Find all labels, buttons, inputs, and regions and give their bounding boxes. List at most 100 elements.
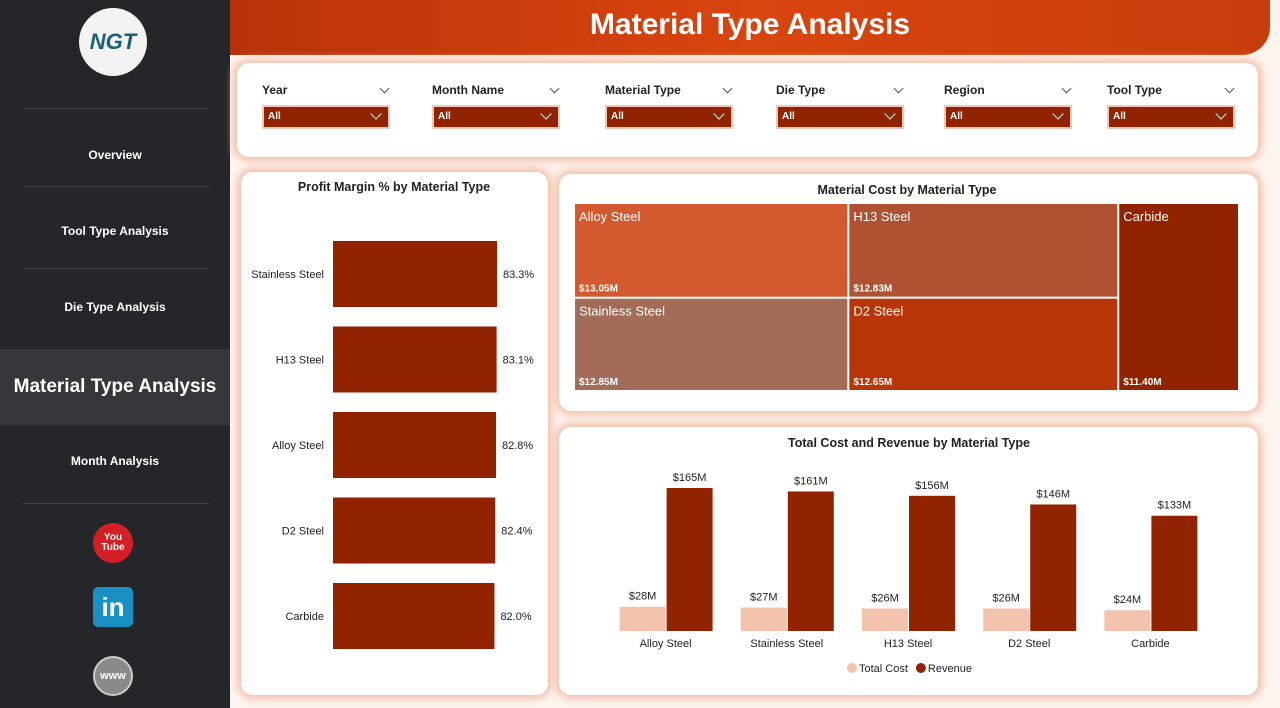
data-label: $133M [1158, 500, 1192, 512]
filter-dropdown[interactable]: All [605, 105, 733, 129]
bar [862, 608, 908, 631]
data-label: 83.3% [503, 269, 534, 281]
bar [1151, 515, 1198, 631]
filter-label: Die Type [776, 83, 826, 97]
bar [333, 583, 495, 649]
nav-item-active[interactable]: Material Type Analysis [0, 349, 230, 425]
treemap-tile [849, 204, 1118, 297]
tile-label: D2 Steel [853, 304, 903, 319]
tile-label: H13 Steel [853, 209, 910, 224]
legend-marker [915, 663, 926, 673]
filter[interactable]: Material Type All [605, 83, 733, 129]
filter-label: Material Type [605, 83, 681, 97]
legend-label: Revenue [928, 663, 972, 675]
filter-label: Region [944, 83, 985, 97]
filter-label: Month Name [432, 83, 504, 97]
data-label: $156M [915, 480, 949, 492]
filter[interactable]: Region All [944, 83, 1072, 129]
data-label: $12.85M [579, 377, 618, 388]
x-tick-label: Alloy Steel [640, 638, 692, 650]
legend-label: Total Cost [859, 663, 908, 675]
nav-item[interactable]: Tool Type Analysis [61, 224, 169, 238]
bar [333, 326, 497, 393]
bar [983, 608, 1030, 631]
y-tick-label: Alloy Steel [272, 440, 324, 452]
header: Material Type Analysis [230, 0, 1270, 55]
filter[interactable]: Month Name All [432, 83, 560, 129]
data-label: $12.65M [853, 377, 892, 388]
bar [619, 606, 666, 631]
separator [22, 186, 210, 187]
data-label: $165M [673, 472, 707, 484]
filter-dropdown[interactable]: All [776, 105, 904, 129]
y-tick-label: Carbide [285, 611, 324, 623]
x-tick-label: Carbide [1131, 638, 1170, 650]
y-tick-label: H13 Steel [276, 355, 324, 367]
filter-value: All [950, 111, 963, 122]
treemap-tile [575, 298, 848, 390]
y-tick-label: Stainless Steel [251, 269, 324, 281]
filter-value: All [1113, 111, 1126, 122]
chart-title: Total Cost and Revenue by Material Type [788, 436, 1030, 450]
bar [1030, 504, 1077, 631]
legend-marker [847, 663, 857, 673]
treemap-tile [575, 204, 848, 297]
sidebar: NGT Overview Tool Type Analysis Die Type… [0, 0, 230, 708]
logo: NGT [79, 8, 147, 76]
web-icon[interactable]: www [93, 656, 133, 696]
filter-dropdown[interactable]: All [1107, 105, 1235, 129]
filter-label: Tool Type [1107, 83, 1162, 97]
data-label: 82.8% [502, 440, 533, 452]
tile-label: Alloy Steel [579, 209, 641, 224]
filter-value: All [782, 111, 795, 122]
data-label: $11.40M [1123, 377, 1161, 388]
separator [22, 268, 210, 269]
filter-value: All [268, 111, 281, 122]
filter[interactable]: Year All [262, 83, 390, 129]
filter[interactable]: Tool Type All [1107, 83, 1235, 129]
chart-title: Profit Margin % by Material Type [298, 180, 490, 194]
bar [1104, 610, 1151, 631]
filter-dropdown[interactable]: All [432, 105, 560, 129]
chart-title: Material Cost by Material Type [818, 183, 997, 197]
icon-text: www [100, 670, 126, 682]
bar [787, 491, 834, 631]
y-tick-label: D2 Steel [282, 526, 324, 538]
data-label: $24M [1114, 594, 1142, 606]
tile-label: Stainless Steel [579, 304, 665, 319]
separator [22, 503, 210, 504]
data-label: $13.05M [579, 284, 618, 295]
filter-value: All [611, 111, 624, 122]
data-label: 83.1% [503, 355, 534, 367]
icon-text: Tube [101, 542, 125, 553]
bar [909, 495, 955, 631]
data-label: 82.0% [500, 611, 531, 623]
filter-value: All [438, 111, 451, 122]
nav-item[interactable]: Month Analysis [70, 454, 160, 468]
nav-item[interactable]: Die Type Analysis [64, 300, 166, 314]
filter-dropdown[interactable]: All [262, 105, 390, 129]
icon-text: You [103, 532, 123, 543]
x-tick-label: Stainless Steel [750, 638, 823, 650]
x-tick-label: H13 Steel [884, 638, 932, 650]
data-label: $12.83M [853, 284, 892, 295]
linkedin-icon[interactable]: in [93, 587, 133, 627]
bar [666, 488, 713, 631]
data-label: $26M [992, 592, 1020, 604]
youtube-icon[interactable]: You Tube [93, 523, 133, 563]
bar [740, 607, 787, 631]
filter-dropdown[interactable]: All [944, 105, 1072, 129]
treemap-tile [1119, 204, 1238, 390]
bar [333, 241, 497, 307]
filter[interactable]: Die Type All [776, 83, 904, 129]
data-label: 82.4% [501, 526, 532, 538]
data-label: $28M [629, 591, 657, 603]
nav-item[interactable]: Overview [88, 148, 142, 162]
data-label: $161M [794, 475, 828, 487]
bar [333, 412, 497, 478]
filter-panel: Year All Month Name All Material Type All Die … [237, 63, 1258, 157]
x-tick-label: D2 Steel [1008, 638, 1050, 650]
tile-label: Carbide [1123, 209, 1169, 224]
